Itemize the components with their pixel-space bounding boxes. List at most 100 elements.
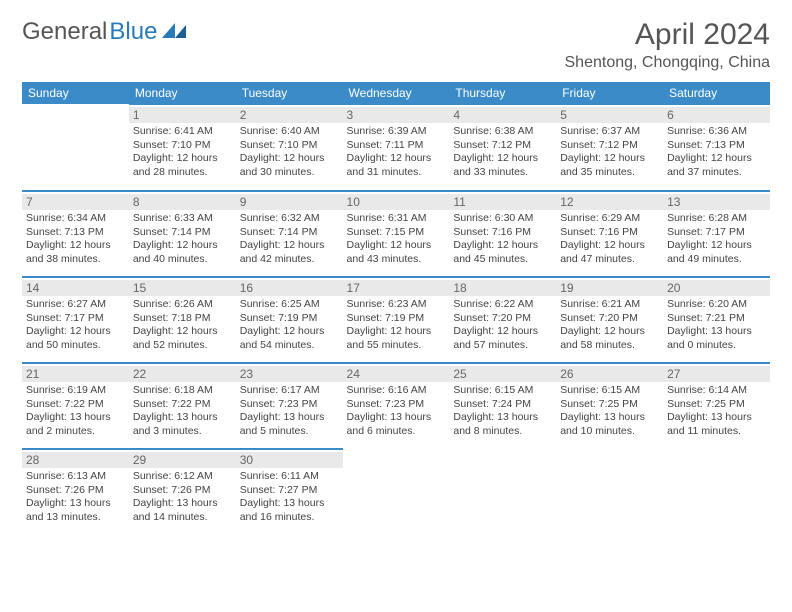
day-number: 26 bbox=[556, 366, 663, 382]
info-line: and 0 minutes. bbox=[667, 339, 766, 353]
info-line: Daylight: 12 hours bbox=[26, 325, 125, 339]
info-line: and 8 minutes. bbox=[453, 425, 552, 439]
calendar-cell: 8Sunrise: 6:33 AMSunset: 7:14 PMDaylight… bbox=[129, 190, 236, 276]
calendar-cell: 11 Sunrise: 6:30 AMSunset: 7:16 PMDayligh… bbox=[449, 190, 556, 276]
day-info: Sunrise: 6:28 AMSunset: 7:17 PMDaylight:… bbox=[667, 212, 766, 267]
info-line: Sunrise: 6:41 AM bbox=[133, 125, 232, 139]
calendar-cell: 16Sunrise: 6:25 AMSunset: 7:19 PMDayligh… bbox=[236, 276, 343, 362]
day-info: Sunrise: 6:19 AMSunset: 7:22 PMDaylight:… bbox=[26, 384, 125, 439]
day-number: 24 bbox=[343, 366, 450, 382]
logo: GeneralBlue bbox=[22, 18, 188, 46]
info-line: Sunset: 7:12 PM bbox=[560, 139, 659, 153]
info-line: Sunrise: 6:22 AM bbox=[453, 298, 552, 312]
calendar-week-row: 21 Sunrise: 6:19 AMSunset: 7:22 PMDayligh… bbox=[22, 362, 770, 448]
day-number: 3 bbox=[343, 107, 450, 123]
weekday-header: Tuesday bbox=[236, 82, 343, 104]
day-number: 15 bbox=[129, 280, 236, 296]
day-info: Sunrise: 6:25 AMSunset: 7:19 PMDaylight:… bbox=[240, 298, 339, 353]
info-line: and 37 minutes. bbox=[667, 166, 766, 180]
info-line: Sunrise: 6:13 AM bbox=[26, 470, 125, 484]
day-number: 11 bbox=[449, 194, 556, 210]
info-line: Sunset: 7:16 PM bbox=[560, 226, 659, 240]
info-line: and 47 minutes. bbox=[560, 253, 659, 267]
info-line: Daylight: 12 hours bbox=[667, 152, 766, 166]
info-line: Daylight: 12 hours bbox=[240, 325, 339, 339]
info-line: and 55 minutes. bbox=[347, 339, 446, 353]
calendar-cell: 27 Sunrise: 6:14 AMSunset: 7:25 PMDayligh… bbox=[663, 362, 770, 448]
info-line: Sunrise: 6:18 AM bbox=[133, 384, 232, 398]
info-line: Sunset: 7:10 PM bbox=[133, 139, 232, 153]
info-line: Daylight: 12 hours bbox=[667, 239, 766, 253]
day-info: Sunrise: 6:14 AMSunset: 7:25 PMDaylight:… bbox=[667, 384, 766, 439]
day-number: 25 bbox=[449, 366, 556, 382]
weekday-header: Friday bbox=[556, 82, 663, 104]
day-number: 20 bbox=[663, 280, 770, 296]
day-number: 2 bbox=[236, 107, 343, 123]
day-number: 5 bbox=[556, 107, 663, 123]
day-info: Sunrise: 6:27 AMSunset: 7:17 PMDaylight:… bbox=[26, 298, 125, 353]
day-info: Sunrise: 6:31 AMSunset: 7:15 PMDaylight:… bbox=[347, 212, 446, 267]
day-number: 6 bbox=[663, 107, 770, 123]
day-number: 21 bbox=[22, 366, 129, 382]
info-line: Sunset: 7:20 PM bbox=[453, 312, 552, 326]
calendar-cell: 14Sunrise: 6:27 AMSunset: 7:17 PMDayligh… bbox=[22, 276, 129, 362]
info-line: Sunrise: 6:32 AM bbox=[240, 212, 339, 226]
info-line: Daylight: 13 hours bbox=[26, 497, 125, 511]
info-line: Sunset: 7:16 PM bbox=[453, 226, 552, 240]
calendar-cell: 30Sunrise: 6:11 AMSunset: 7:27 PMDayligh… bbox=[236, 448, 343, 534]
day-number: 18 bbox=[449, 280, 556, 296]
calendar-cell: 13Sunrise: 6:28 AMSunset: 7:17 PMDayligh… bbox=[663, 190, 770, 276]
info-line: Sunset: 7:14 PM bbox=[133, 226, 232, 240]
header: GeneralBlue April 2024 Shentong, Chongqi… bbox=[22, 18, 770, 72]
info-line: Sunrise: 6:11 AM bbox=[240, 470, 339, 484]
info-line: and 52 minutes. bbox=[133, 339, 232, 353]
calendar-cell bbox=[449, 448, 556, 534]
info-line: Sunset: 7:22 PM bbox=[26, 398, 125, 412]
day-info: Sunrise: 6:12 AMSunset: 7:26 PMDaylight:… bbox=[133, 470, 232, 525]
info-line: Sunset: 7:24 PM bbox=[453, 398, 552, 412]
info-line: Sunrise: 6:26 AM bbox=[133, 298, 232, 312]
day-info: Sunrise: 6:40 AMSunset: 7:10 PMDaylight:… bbox=[240, 125, 339, 180]
day-info: Sunrise: 6:37 AMSunset: 7:12 PMDaylight:… bbox=[560, 125, 659, 180]
day-number: 8 bbox=[129, 194, 236, 210]
day-info: Sunrise: 6:21 AMSunset: 7:20 PMDaylight:… bbox=[560, 298, 659, 353]
info-line: Daylight: 12 hours bbox=[347, 239, 446, 253]
title-block: April 2024 Shentong, Chongqing, China bbox=[565, 18, 771, 72]
info-line: Daylight: 12 hours bbox=[560, 325, 659, 339]
day-number: 17 bbox=[343, 280, 450, 296]
info-line: and 54 minutes. bbox=[240, 339, 339, 353]
info-line: and 49 minutes. bbox=[667, 253, 766, 267]
info-line: Sunrise: 6:33 AM bbox=[133, 212, 232, 226]
weekday-header: Monday bbox=[129, 82, 236, 104]
day-number: 27 bbox=[663, 366, 770, 382]
info-line: Sunset: 7:10 PM bbox=[240, 139, 339, 153]
calendar-table: SundayMondayTuesdayWednesdayThursdayFrid… bbox=[22, 82, 770, 534]
info-line: Sunrise: 6:15 AM bbox=[453, 384, 552, 398]
info-line: Daylight: 13 hours bbox=[667, 325, 766, 339]
info-line: and 6 minutes. bbox=[347, 425, 446, 439]
info-line: Sunrise: 6:36 AM bbox=[667, 125, 766, 139]
day-info: Sunrise: 6:17 AMSunset: 7:23 PMDaylight:… bbox=[240, 384, 339, 439]
info-line: Sunset: 7:26 PM bbox=[26, 484, 125, 498]
calendar-week-row: 1Sunrise: 6:41 AMSunset: 7:10 PMDaylight… bbox=[22, 104, 770, 190]
day-number: 12 bbox=[556, 194, 663, 210]
info-line: Sunset: 7:23 PM bbox=[240, 398, 339, 412]
calendar-cell: 19Sunrise: 6:21 AMSunset: 7:20 PMDayligh… bbox=[556, 276, 663, 362]
info-line: Daylight: 12 hours bbox=[347, 325, 446, 339]
info-line: Sunrise: 6:16 AM bbox=[347, 384, 446, 398]
day-info: Sunrise: 6:13 AMSunset: 7:26 PMDaylight:… bbox=[26, 470, 125, 525]
day-info: Sunrise: 6:30 AMSunset: 7:16 PMDaylight:… bbox=[453, 212, 552, 267]
calendar-week-row: 14Sunrise: 6:27 AMSunset: 7:17 PMDayligh… bbox=[22, 276, 770, 362]
calendar-week-row: 7Sunrise: 6:34 AMSunset: 7:13 PMDaylight… bbox=[22, 190, 770, 276]
day-info: Sunrise: 6:36 AMSunset: 7:13 PMDaylight:… bbox=[667, 125, 766, 180]
info-line: Daylight: 12 hours bbox=[453, 152, 552, 166]
info-line: Sunrise: 6:23 AM bbox=[347, 298, 446, 312]
info-line: and 45 minutes. bbox=[453, 253, 552, 267]
location: Shentong, Chongqing, China bbox=[565, 54, 771, 72]
info-line: Daylight: 12 hours bbox=[453, 239, 552, 253]
info-line: and 57 minutes. bbox=[453, 339, 552, 353]
info-line: Sunset: 7:14 PM bbox=[240, 226, 339, 240]
calendar-cell: 20Sunrise: 6:20 AMSunset: 7:21 PMDayligh… bbox=[663, 276, 770, 362]
info-line: Daylight: 12 hours bbox=[133, 325, 232, 339]
info-line: Sunset: 7:11 PM bbox=[347, 139, 446, 153]
